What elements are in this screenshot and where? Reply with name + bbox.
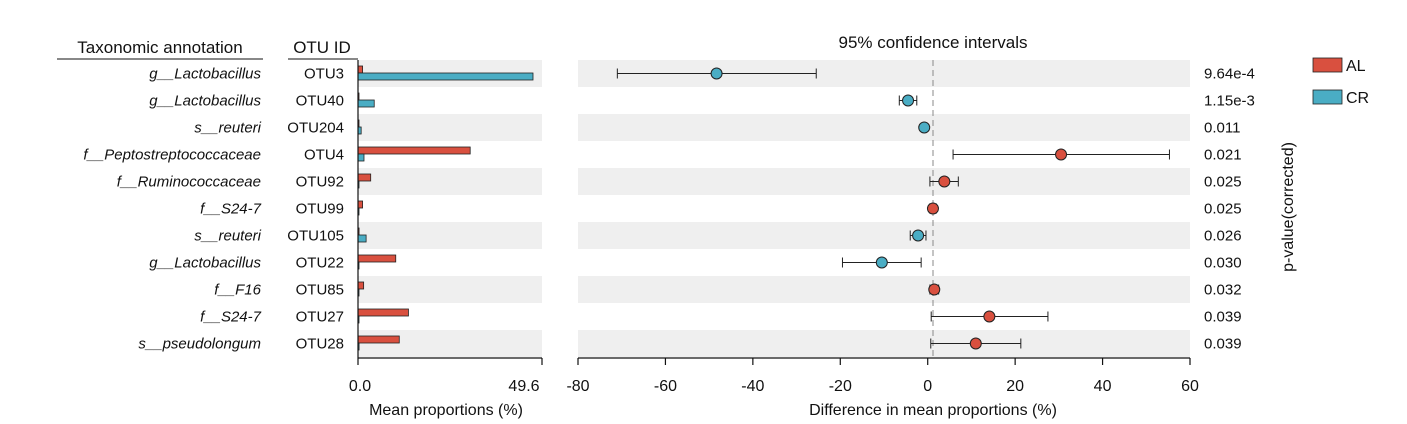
ci-point xyxy=(1055,148,1068,161)
cr-bar xyxy=(357,153,365,162)
p-value: 9.64e-4 xyxy=(1204,66,1255,83)
p-value: 0.039 xyxy=(1204,336,1242,353)
al-bar xyxy=(357,65,363,74)
otu-label: OTU204 xyxy=(287,120,344,137)
ci-tick-label: -80 xyxy=(566,378,589,395)
p-value: 0.039 xyxy=(1204,309,1242,326)
ci-tick-label: 40 xyxy=(1094,378,1112,395)
bar-row-background xyxy=(358,114,542,141)
ci-title: 95% confidence intervals xyxy=(838,33,1027,52)
row-backgrounds xyxy=(358,60,1190,357)
ci-tick-label: -20 xyxy=(829,378,852,395)
taxonomy-label: g__Lactobacillus xyxy=(149,93,261,110)
p-value-axis-label: p-value(corrected) xyxy=(1280,142,1297,272)
taxonomy-header: Taxonomic annotation xyxy=(77,38,242,57)
ci-tick-label: 0 xyxy=(923,378,932,395)
bar-row-background xyxy=(358,222,542,249)
cr-bar xyxy=(357,72,534,81)
p-value: 1.15e-3 xyxy=(1204,93,1255,110)
bar-x-axis: 0.0 49.6 Mean proportions (%) xyxy=(349,60,543,419)
ci-point xyxy=(928,283,941,296)
taxonomy-label: s__reuteri xyxy=(194,120,261,137)
ci-point xyxy=(938,175,951,188)
al-bar xyxy=(357,335,400,344)
otu-label: OTU27 xyxy=(296,309,344,326)
ci-x-axis-label: Difference in mean proportions (%) xyxy=(809,402,1057,419)
taxonomy-label: f__Ruminococcaceae xyxy=(117,174,261,191)
p-value: 0.026 xyxy=(1204,228,1242,245)
ci-row-background xyxy=(578,222,1190,249)
bar-row-background xyxy=(358,168,542,195)
mean-proportion-bars xyxy=(357,65,534,351)
al-bar xyxy=(357,308,409,317)
legend-label: CR xyxy=(1346,90,1369,107)
otu-label: OTU3 xyxy=(304,66,344,83)
otu-label: OTU28 xyxy=(296,336,344,353)
row-labels: g__Lactobacillus OTU3 g__Lactobacillus OTU4… xyxy=(83,66,344,353)
al-bar xyxy=(357,281,365,290)
taxonomy-label: g__Lactobacillus xyxy=(149,66,261,83)
p-value: 0.011 xyxy=(1204,120,1240,137)
p-value: 0.025 xyxy=(1204,201,1242,218)
p-value: 0.032 xyxy=(1204,282,1242,299)
taxonomy-label: f__Peptostreptococcaceae xyxy=(83,147,261,164)
otu-label: OTU92 xyxy=(296,174,344,191)
otu-label: OTU22 xyxy=(296,255,344,272)
bar-row-background xyxy=(358,276,542,303)
confidence-interval-points xyxy=(616,67,1170,350)
legend-label: AL xyxy=(1346,58,1366,75)
ci-point xyxy=(912,229,925,242)
otu-label: OTU40 xyxy=(296,93,344,110)
al-bar xyxy=(357,146,471,155)
ci-point xyxy=(969,337,982,350)
ci-point xyxy=(875,256,888,269)
ci-tick-label: 20 xyxy=(1006,378,1024,395)
ci-row-background xyxy=(578,114,1190,141)
bar-tick-label: 49.6 xyxy=(508,378,539,395)
taxonomy-label: s__pseudolongum xyxy=(138,336,261,353)
cr-bar xyxy=(357,234,367,243)
legend: AL CR xyxy=(1312,57,1369,107)
taxonomy-label: f__F16 xyxy=(214,282,261,299)
cr-bar xyxy=(357,99,375,108)
ci-tick-label: 60 xyxy=(1181,378,1199,395)
ci-point xyxy=(926,202,939,215)
ci-row-background xyxy=(578,330,1190,357)
al-bar xyxy=(357,173,372,182)
bar-row-background xyxy=(358,330,542,357)
bar-x-axis-label: Mean proportions (%) xyxy=(369,402,523,419)
otu-label: OTU105 xyxy=(287,228,344,245)
bar-tick-label: 0.0 xyxy=(349,378,371,395)
p-value-labels: 9.64e-4 1.15e-3 0.011 0.021 0.025 0.025 0.026 0… xyxy=(1204,66,1255,353)
taxonomy-label: s__reuteri xyxy=(194,228,261,245)
al-bar xyxy=(357,254,397,263)
ci-row-background xyxy=(578,276,1190,303)
ci-row-background xyxy=(578,168,1190,195)
taxonomy-label: g__Lactobacillus xyxy=(149,255,261,272)
ci-point xyxy=(710,67,723,80)
ci-point xyxy=(983,310,996,323)
legend-swatch xyxy=(1312,57,1343,73)
al-bar xyxy=(357,200,363,209)
ci-point xyxy=(918,121,931,134)
ci-tick-label: -60 xyxy=(654,378,677,395)
p-value: 0.030 xyxy=(1204,255,1242,272)
otu-label: OTU4 xyxy=(304,147,344,164)
otu-label: OTU99 xyxy=(296,201,344,218)
taxonomy-label: f__S24-7 xyxy=(200,201,262,218)
taxonomy-label: f__S24-7 xyxy=(200,309,262,326)
p-value: 0.025 xyxy=(1204,174,1242,191)
ci-point xyxy=(902,94,915,107)
ci-tick-label: -40 xyxy=(741,378,764,395)
legend-swatch xyxy=(1312,89,1343,105)
p-value: 0.021 xyxy=(1204,147,1242,164)
otu-label: OTU85 xyxy=(296,282,344,299)
ci-x-axis: -80 -60 -40 -20 0 20 40 60 Difference in mean pr… xyxy=(566,357,1199,419)
otu-id-header: OTU ID xyxy=(293,38,351,57)
